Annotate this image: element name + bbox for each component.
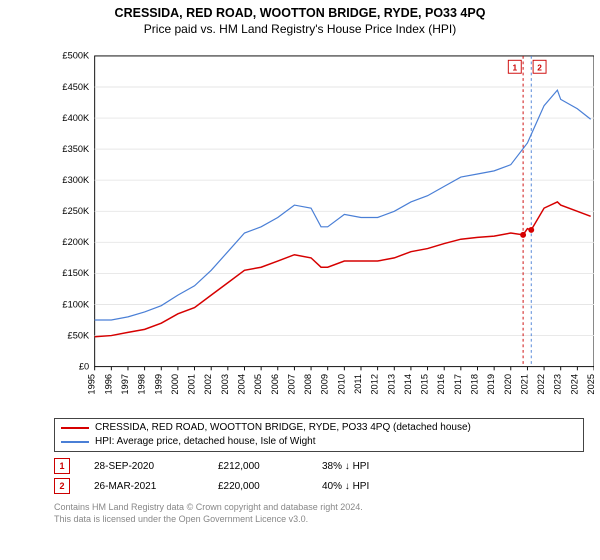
marker-table: 1 28-SEP-2020 £212,000 38% ↓ HPI 2 26-MAR-202… — [54, 458, 584, 494]
svg-text:1996: 1996 — [103, 374, 113, 395]
marker-delta: 38% ↓ HPI — [322, 461, 369, 472]
svg-text:2022: 2022 — [536, 374, 546, 395]
svg-text:£450K: £450K — [62, 82, 90, 92]
svg-text:2009: 2009 — [320, 374, 330, 395]
legend-swatch — [61, 427, 89, 429]
svg-text:2013: 2013 — [386, 374, 396, 395]
svg-text:2020: 2020 — [503, 374, 513, 395]
svg-text:2024: 2024 — [569, 374, 579, 395]
svg-text:£250K: £250K — [62, 206, 90, 216]
chart-title: CRESSIDA, RED ROAD, WOOTTON BRIDGE, RYDE… — [10, 6, 590, 20]
svg-text:2014: 2014 — [403, 374, 413, 395]
svg-text:2010: 2010 — [336, 374, 346, 395]
svg-text:2017: 2017 — [453, 374, 463, 395]
svg-text:£300K: £300K — [62, 175, 90, 185]
svg-text:2000: 2000 — [170, 374, 180, 395]
marker-date: 28-SEP-2020 — [94, 461, 194, 472]
svg-text:1995: 1995 — [87, 374, 97, 395]
svg-text:1999: 1999 — [153, 374, 163, 395]
attribution-line-1: Contains HM Land Registry data © Crown c… — [54, 502, 584, 514]
svg-text:£200K: £200K — [62, 237, 90, 247]
svg-text:2011: 2011 — [353, 374, 363, 394]
svg-text:2012: 2012 — [370, 374, 380, 395]
marker-badge: 2 — [54, 478, 70, 494]
svg-text:£100K: £100K — [62, 299, 90, 309]
svg-text:£50K: £50K — [68, 330, 90, 340]
svg-text:£500K: £500K — [62, 51, 90, 61]
svg-text:1997: 1997 — [120, 374, 130, 395]
legend-item-hpi: HPI: Average price, detached house, Isle… — [61, 435, 577, 449]
marker-badge: 1 — [54, 458, 70, 474]
marker-row-2: 2 26-MAR-2021 £220,000 40% ↓ HPI — [54, 478, 584, 494]
marker-delta: 40% ↓ HPI — [322, 481, 369, 492]
svg-text:1998: 1998 — [137, 374, 147, 395]
svg-text:2005: 2005 — [253, 374, 263, 395]
svg-text:£150K: £150K — [62, 268, 90, 278]
svg-text:£350K: £350K — [62, 144, 90, 154]
svg-text:2023: 2023 — [553, 374, 563, 395]
attribution: Contains HM Land Registry data © Crown c… — [54, 502, 584, 525]
svg-text:2001: 2001 — [187, 374, 197, 395]
legend-label: CRESSIDA, RED ROAD, WOOTTON BRIDGE, RYDE… — [95, 421, 471, 435]
svg-text:2021: 2021 — [519, 374, 529, 395]
svg-text:2019: 2019 — [486, 374, 496, 395]
attribution-line-2: This data is licensed under the Open Gov… — [54, 514, 584, 526]
svg-text:2003: 2003 — [220, 374, 230, 395]
svg-text:2007: 2007 — [286, 374, 296, 395]
marker-row-1: 1 28-SEP-2020 £212,000 38% ↓ HPI — [54, 458, 584, 474]
svg-text:£0: £0 — [79, 361, 89, 371]
svg-text:2015: 2015 — [420, 374, 430, 395]
chart-subtitle: Price paid vs. HM Land Registry's House … — [10, 22, 590, 36]
svg-text:2008: 2008 — [303, 374, 313, 395]
marker-price: £220,000 — [218, 481, 298, 492]
svg-text:2004: 2004 — [236, 374, 246, 395]
svg-text:2025: 2025 — [586, 374, 594, 395]
svg-text:£400K: £400K — [62, 113, 90, 123]
legend-label: HPI: Average price, detached house, Isle… — [95, 435, 316, 449]
svg-text:2016: 2016 — [436, 374, 446, 395]
svg-text:2: 2 — [537, 62, 542, 72]
marker-date: 26-MAR-2021 — [94, 481, 194, 492]
legend-item-subject: CRESSIDA, RED ROAD, WOOTTON BRIDGE, RYDE… — [61, 421, 577, 435]
legend-swatch — [61, 441, 89, 443]
chart-plot: £0 £50K £100K £150K £200K £250K £300K £350K £400… — [54, 42, 584, 412]
marker-price: £212,000 — [218, 461, 298, 472]
svg-text:2002: 2002 — [203, 374, 213, 395]
svg-text:2006: 2006 — [270, 374, 280, 395]
svg-text:2018: 2018 — [469, 374, 479, 395]
svg-text:1: 1 — [512, 62, 517, 72]
legend: CRESSIDA, RED ROAD, WOOTTON BRIDGE, RYDE… — [54, 418, 584, 452]
